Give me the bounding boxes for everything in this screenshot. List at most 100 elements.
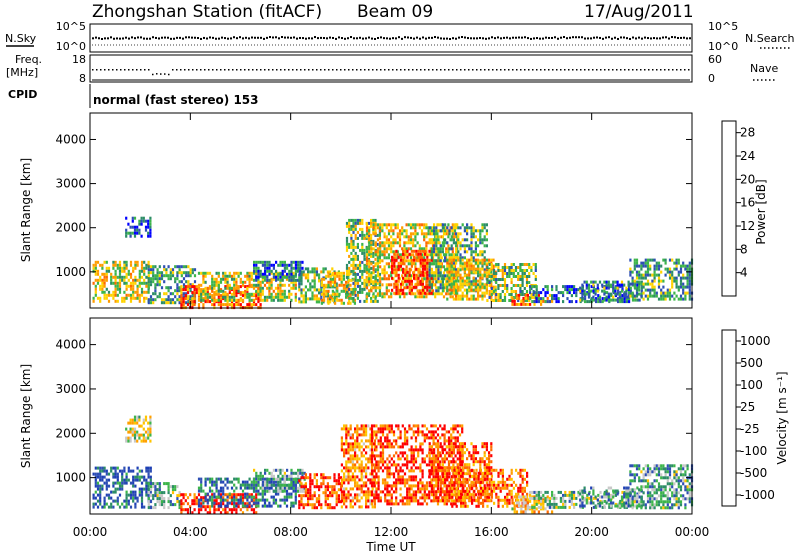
data-cell <box>191 291 194 295</box>
data-cell <box>133 216 137 220</box>
data-cell <box>313 285 316 289</box>
data-cell <box>368 265 371 269</box>
data-cell <box>345 475 348 479</box>
data-cell <box>315 288 318 292</box>
data-cell <box>143 505 146 509</box>
nsky-point <box>479 36 481 39</box>
data-cell <box>279 298 282 302</box>
data-cell <box>292 504 295 508</box>
data-cell <box>433 283 436 287</box>
data-cell <box>463 282 466 286</box>
data-cell <box>514 269 518 272</box>
data-cell <box>300 497 303 501</box>
data-cell <box>311 479 314 483</box>
data-cell <box>365 232 369 236</box>
data-cell <box>320 280 323 284</box>
data-cell <box>123 296 126 300</box>
data-cell <box>259 292 262 296</box>
data-cell <box>116 263 119 267</box>
data-cell <box>457 270 460 274</box>
data-cell <box>182 292 186 296</box>
data-cell <box>268 283 271 287</box>
data-cell <box>444 274 447 278</box>
data-cell <box>197 508 201 512</box>
data-cell <box>392 229 395 233</box>
nsky-point <box>614 36 616 39</box>
data-cell <box>187 295 190 299</box>
data-cell <box>163 265 166 269</box>
data-cell <box>309 285 312 289</box>
data-cell <box>189 295 192 299</box>
data-cell <box>363 254 366 258</box>
data-cell <box>409 268 413 272</box>
data-cell <box>112 505 115 509</box>
data-cell <box>160 500 164 504</box>
data-cell <box>345 430 348 434</box>
data-cell <box>103 260 106 264</box>
data-cell <box>327 289 330 293</box>
data-cell <box>401 280 404 284</box>
nsky-point <box>587 37 589 40</box>
data-cell <box>103 466 106 470</box>
data-cell <box>94 263 97 267</box>
data-cell <box>286 275 289 279</box>
data-cell <box>409 277 413 281</box>
data-cell <box>368 226 371 230</box>
data-cell <box>470 229 473 233</box>
data-cell <box>370 281 373 285</box>
data-cell <box>398 244 402 248</box>
freq-point <box>256 69 258 71</box>
data-cell <box>474 229 477 233</box>
data-cell <box>429 241 432 245</box>
data-cell <box>466 250 469 254</box>
data-cell <box>557 300 560 304</box>
data-cell <box>169 277 172 281</box>
data-cell <box>277 277 280 281</box>
data-cell <box>372 280 375 284</box>
data-cell <box>277 474 280 478</box>
data-cell <box>248 271 251 275</box>
data-cell <box>290 280 293 284</box>
data-cell <box>323 286 326 290</box>
data-cell <box>114 275 117 279</box>
data-cell <box>182 271 186 275</box>
data-cell <box>149 430 152 434</box>
data-cell <box>315 270 318 274</box>
data-cell <box>228 496 231 500</box>
data-cell <box>483 244 486 248</box>
data-cell <box>99 496 102 500</box>
data-cell <box>338 292 341 296</box>
data-cell <box>283 498 286 502</box>
data-cell <box>257 283 260 287</box>
data-cell <box>638 298 641 302</box>
data-cell <box>309 288 312 292</box>
data-cell <box>409 232 413 236</box>
data-cell <box>468 288 471 292</box>
data-cell <box>575 294 578 298</box>
data-cell <box>147 274 150 278</box>
data-cell <box>688 288 691 292</box>
data-cell <box>144 418 148 422</box>
data-cell <box>490 276 493 280</box>
freq-point <box>344 69 346 71</box>
data-cell <box>300 294 303 298</box>
data-cell <box>439 244 442 248</box>
data-cell <box>483 256 486 260</box>
data-cell <box>261 298 264 302</box>
data-cell <box>131 430 134 434</box>
data-cell <box>350 233 353 237</box>
data-cell <box>391 267 394 271</box>
data-cell <box>356 284 359 288</box>
data-cell <box>348 269 351 273</box>
data-cell <box>562 294 565 298</box>
nave-tick-bottom: 0 <box>708 72 715 85</box>
data-cell <box>136 475 139 479</box>
data-cell <box>342 283 345 287</box>
data-cell <box>398 229 402 233</box>
data-cell <box>171 491 175 495</box>
data-cell <box>215 489 218 493</box>
data-cell <box>103 481 106 485</box>
data-cell <box>524 293 527 297</box>
data-cell <box>515 293 518 297</box>
data-cell <box>614 292 617 296</box>
